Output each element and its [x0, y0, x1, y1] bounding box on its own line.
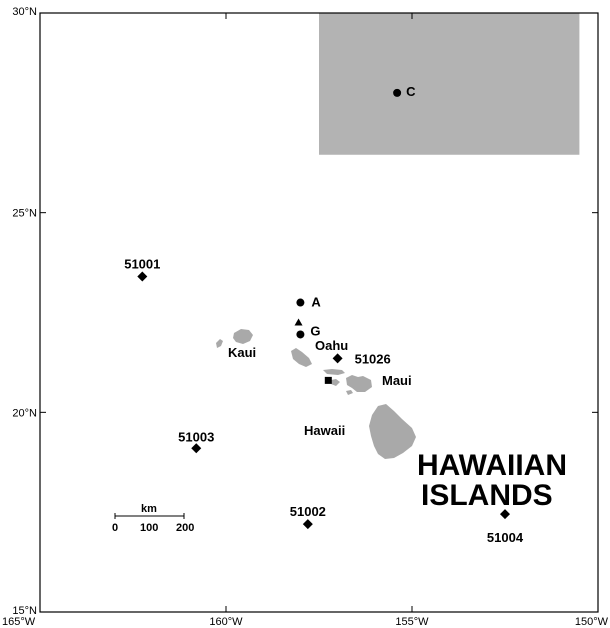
scale-bar: km 0 100 200: [112, 503, 194, 534]
station-label: C: [406, 84, 416, 99]
shaded-region: [319, 13, 580, 155]
islands: [216, 329, 416, 459]
x-tick-label: 160°W: [209, 616, 243, 628]
x-tick-label: 150°W: [575, 616, 609, 628]
station-marker-circle: [393, 88, 402, 97]
map-frame: [39, 12, 599, 613]
station-marker-diamond: [137, 271, 148, 282]
station-marker-square: [324, 376, 332, 384]
scale-bar-tick-100: 100: [140, 522, 158, 534]
y-tick-label: 25°N: [12, 208, 37, 220]
station-label: 51026: [355, 351, 391, 366]
oahu-island: [291, 348, 312, 367]
map-title-line-2: ISLANDS: [421, 479, 553, 512]
station-markers: C AG 51001 51003 51002 51004 51026: [124, 84, 524, 545]
kahoolawe-island: [346, 390, 353, 395]
y-tick-label: 15°N: [12, 605, 37, 617]
station-marker-diamond: [191, 443, 202, 454]
station-marker-triangle: [294, 318, 303, 326]
y-tick-label: 30°N: [12, 6, 37, 18]
station-marker-circle: [296, 330, 305, 339]
station-marker-circle: [296, 298, 305, 307]
kauai-island: [233, 329, 253, 344]
station-label: G: [310, 323, 320, 338]
molokai-island: [323, 369, 345, 375]
station-marker-diamond: [302, 519, 313, 530]
station-label: 51001: [124, 257, 160, 272]
station-label: A: [311, 295, 321, 310]
scale-bar-tick-0: 0: [112, 522, 118, 534]
x-tick-label: 165°W: [2, 616, 36, 628]
x-tick-label: 155°W: [395, 616, 429, 628]
station-label: 51002: [290, 504, 326, 519]
island-label-oahu: Oahu: [315, 338, 348, 353]
station-label: 51003: [178, 429, 214, 444]
axis-ticks: 165°W 160°W 155°W 150°W 15°N 20°N 25°N 30°N: [2, 6, 609, 628]
y-tick-label: 20°N: [12, 407, 37, 419]
map-title-line-1: HAWAIIAN: [417, 449, 567, 482]
lanai-island: [331, 379, 340, 386]
station-label: 51004: [487, 530, 524, 545]
station-marker-diamond: [500, 509, 510, 520]
hawaii-island: [369, 404, 416, 459]
niihau-island: [216, 339, 223, 348]
scale-bar-tick-200: 200: [176, 522, 194, 534]
maui-island: [346, 375, 372, 392]
scale-bar-unit: km: [141, 503, 157, 515]
island-label-hawaii: Hawaii: [304, 423, 345, 438]
station-marker-diamond: [332, 353, 343, 364]
island-label-kauai: Kaui: [228, 345, 256, 360]
island-label-maui: Maui: [382, 373, 412, 388]
